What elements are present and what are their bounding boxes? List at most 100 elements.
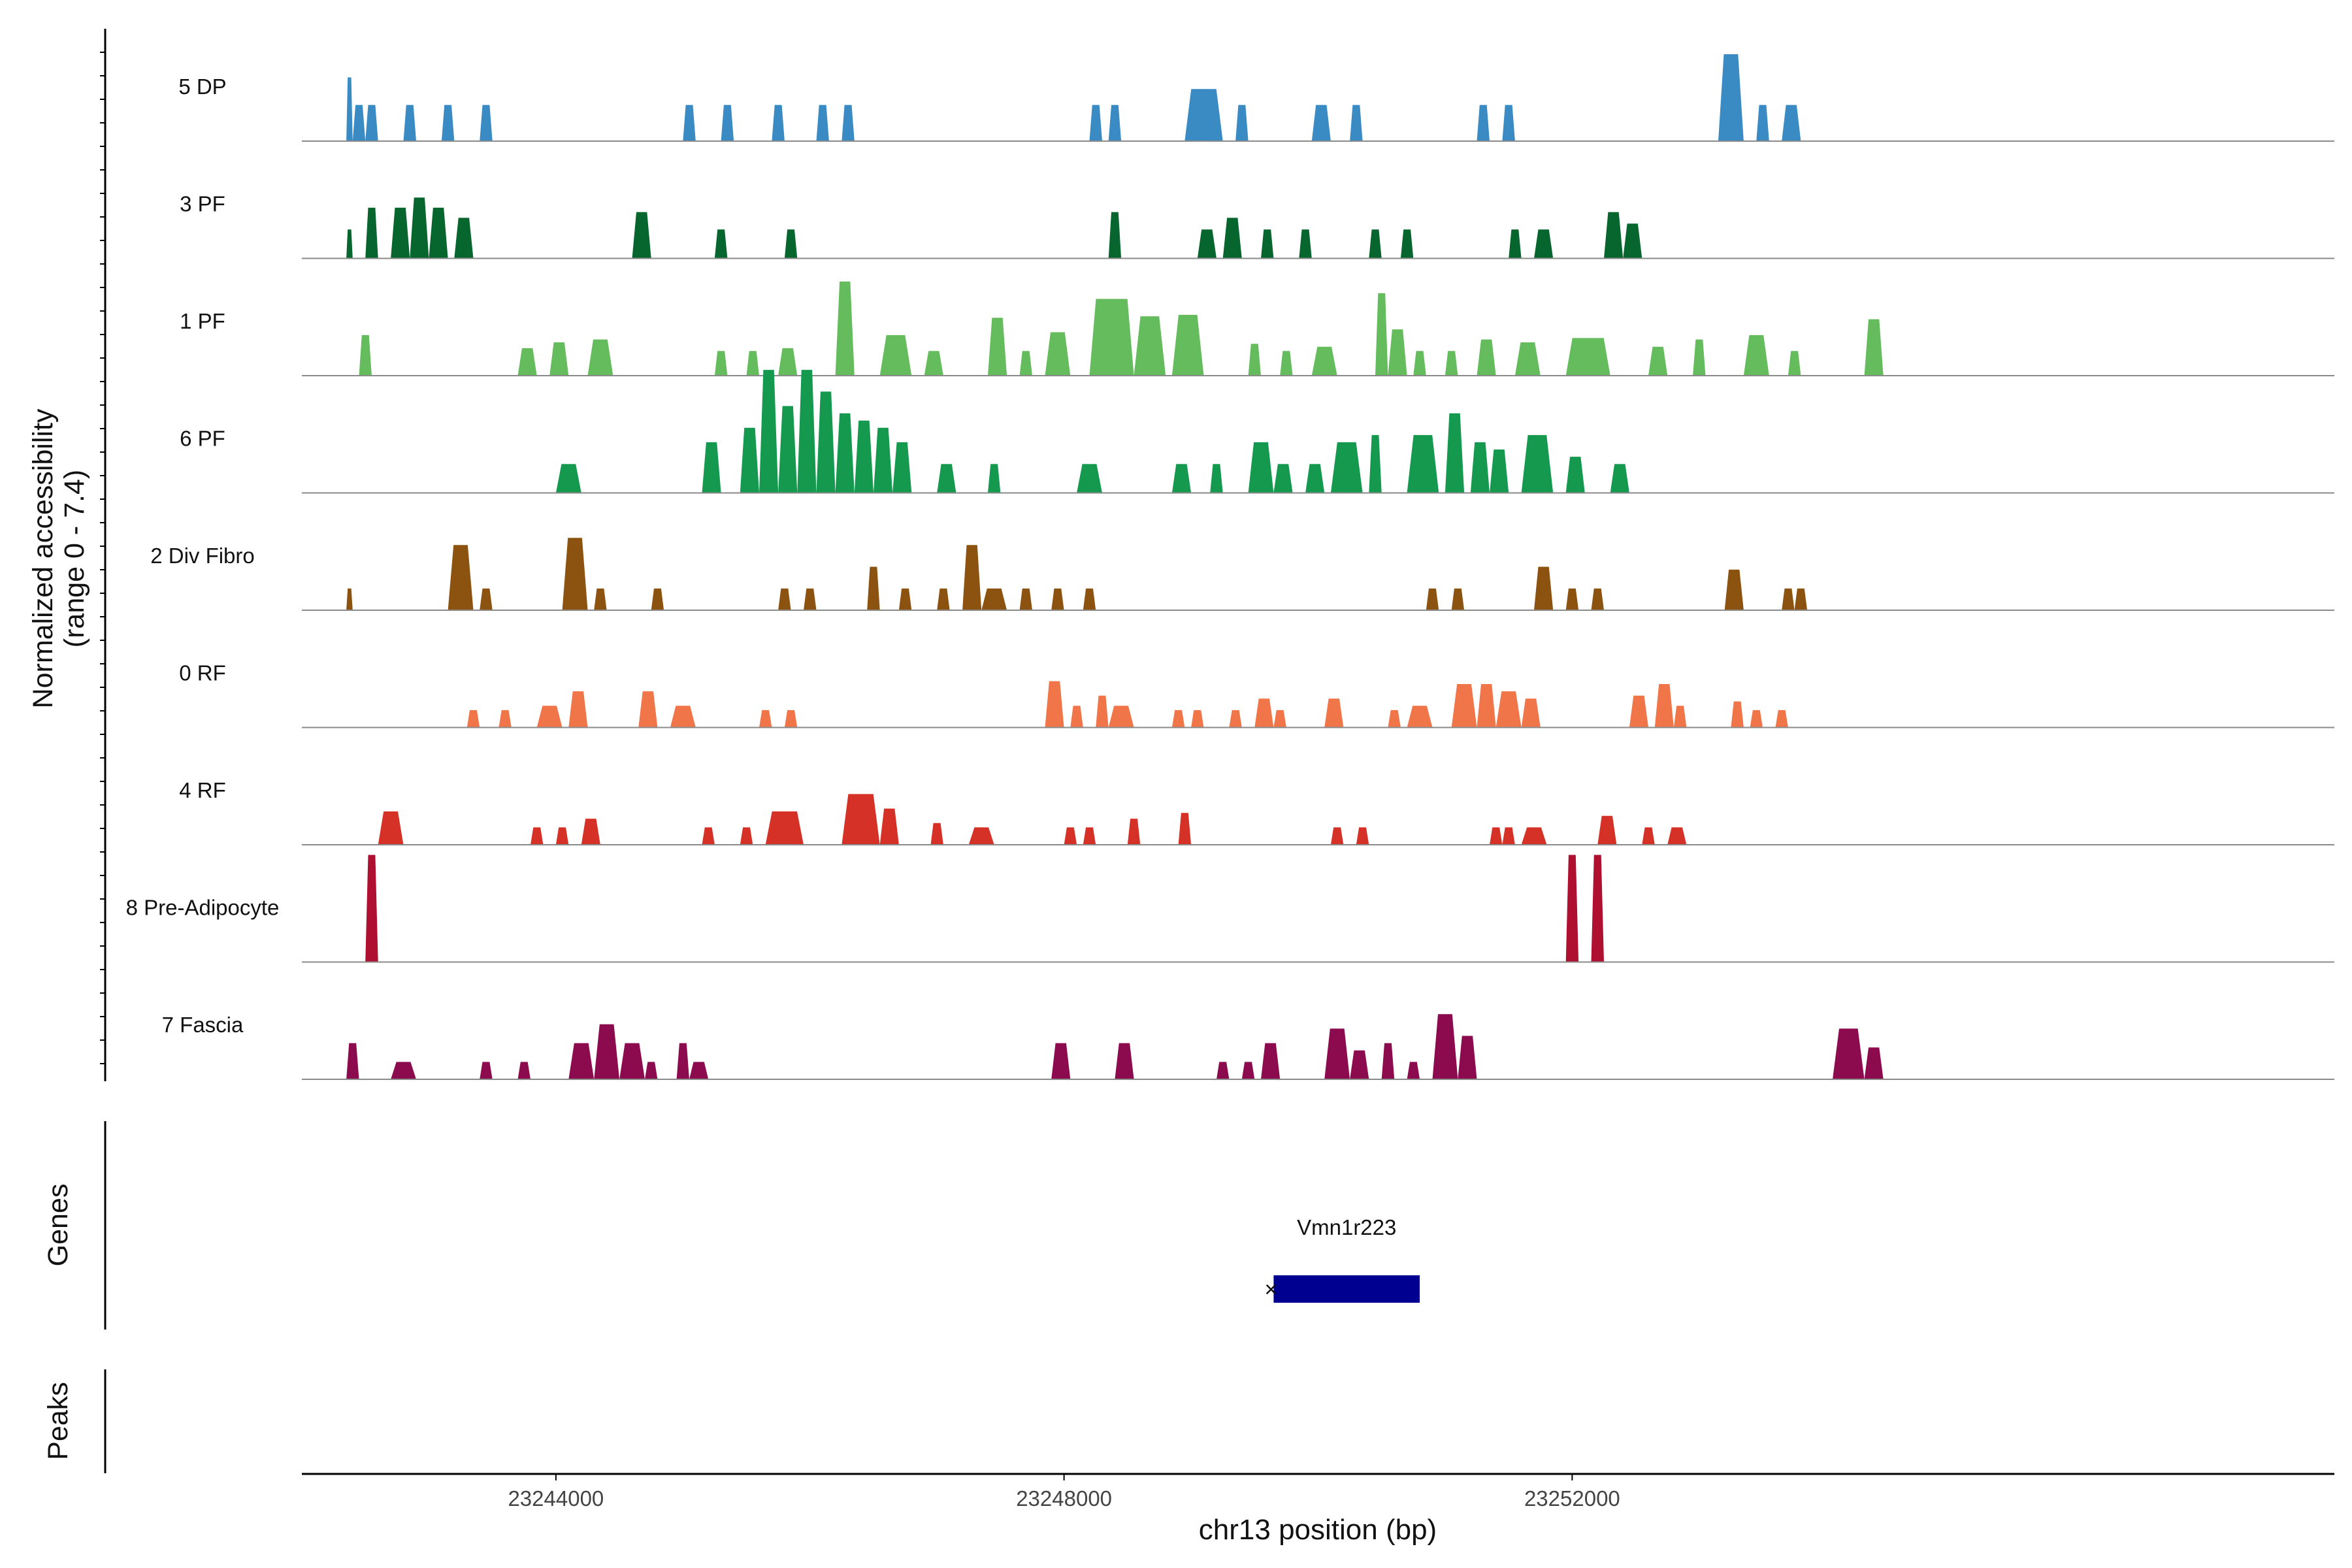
coverage-peak	[1083, 588, 1096, 610]
coverage-peak	[1750, 710, 1763, 728]
x-axis-ticks: 23244000 23248000 23252000	[508, 1474, 1620, 1511]
coverage-peak	[740, 427, 759, 493]
coverage-peak	[683, 105, 696, 141]
coverage-peak	[1217, 1062, 1230, 1079]
coverage-peak	[1400, 229, 1414, 259]
coverage-peak	[816, 105, 829, 141]
coverage-peak	[759, 710, 772, 728]
coverage-peak	[1261, 1043, 1281, 1079]
coverage-peak	[784, 229, 798, 259]
coverage-peak	[1407, 1062, 1420, 1079]
coverage-peak	[1794, 588, 1808, 610]
coverage-peak	[841, 794, 880, 845]
coverage-peak	[1369, 434, 1382, 493]
track-5-dp: 5 DP	[178, 54, 2334, 142]
coverage-peak	[346, 588, 353, 610]
coverage-peak	[1458, 1036, 1477, 1079]
track-label: 6 PF	[180, 427, 225, 451]
coverage-peak	[778, 406, 798, 493]
coverage-peak	[1171, 314, 1204, 376]
coverage-peak	[1019, 351, 1032, 376]
coverage-peak	[835, 281, 855, 376]
coverage-peak	[879, 808, 899, 845]
coverage-peak	[1375, 293, 1388, 376]
coverage-peak	[1311, 105, 1331, 141]
coverage-peak	[1502, 105, 1515, 141]
coverage-peak	[1356, 827, 1369, 845]
coverage-peak	[1718, 54, 1744, 141]
coverage-peak	[1477, 684, 1496, 728]
coverage-peak	[1311, 346, 1337, 376]
coverage-peak	[594, 1024, 620, 1079]
coverage-peak	[1324, 698, 1344, 728]
coverage-peak	[1330, 442, 1363, 493]
coverage-peak	[1210, 464, 1223, 493]
coverage-peak	[568, 1043, 595, 1079]
coverage-peak	[702, 827, 715, 845]
coverage-peak	[454, 218, 474, 259]
coverage-peak	[1426, 588, 1439, 610]
coverage-peak	[1171, 464, 1192, 493]
coverage-peak	[1756, 105, 1769, 141]
coverage-peak	[346, 77, 353, 141]
coverage-peak	[784, 710, 798, 728]
track-label: 2 Div Fibro	[150, 544, 255, 568]
coverage-peak	[1089, 105, 1102, 141]
peaks-panel: Peaks	[42, 1369, 106, 1473]
track-8-pre-adipocyte: 8 Pre-Adipocyte	[126, 855, 2334, 963]
coverage-peak	[536, 706, 563, 728]
coverage-peak	[714, 229, 728, 259]
coverage-peak	[714, 351, 728, 376]
coverage-peak	[1235, 105, 1249, 141]
coverage-peak	[632, 212, 651, 259]
coverage-peak	[517, 348, 537, 376]
coverage-peak	[594, 588, 607, 610]
coverage-peak	[854, 420, 874, 493]
coverage-peak	[797, 370, 817, 493]
coverage-peak	[1388, 710, 1401, 728]
coverage-peak	[1229, 710, 1242, 728]
coverage-peak	[670, 706, 696, 728]
coverage-peak	[1604, 212, 1624, 259]
coverage-peak	[1051, 1043, 1071, 1079]
coverage-peak	[892, 442, 912, 493]
coverage-peak	[1388, 329, 1407, 376]
coverage-peak	[651, 588, 664, 610]
coverage-peak	[638, 691, 658, 728]
coverage-peak	[1490, 827, 1503, 845]
coverage-peak	[1565, 338, 1610, 376]
coverage-peak	[1197, 229, 1217, 259]
coverage-peak	[1045, 681, 1064, 728]
coverage-peak	[1077, 464, 1102, 493]
coverage-peak	[1451, 588, 1465, 610]
coverage-peak	[1597, 815, 1617, 845]
coverage-peak	[555, 464, 581, 493]
coverage-peak	[568, 691, 588, 728]
gene-body	[1273, 1275, 1420, 1303]
track-3-pf: 3 PF	[180, 192, 2334, 259]
coverage-peak	[378, 811, 404, 845]
track-2-div-fibro: 2 Div Fibro	[150, 538, 2334, 611]
coverage-peak	[1248, 344, 1261, 376]
coverage-peak	[1019, 588, 1032, 610]
track-label: 1 PF	[180, 309, 225, 333]
coverage-peak	[1350, 1050, 1369, 1079]
coverage-peak	[1514, 342, 1541, 376]
coverage-peak	[1273, 710, 1286, 728]
genes-panel-label: Genes	[42, 1184, 74, 1267]
coverage-peak	[562, 538, 588, 610]
coverage-peak	[1045, 332, 1071, 376]
coverage-peak	[1134, 316, 1166, 376]
coverage-peak	[346, 229, 353, 259]
coverage-peak	[1407, 434, 1439, 493]
coverage-peak	[1534, 566, 1554, 610]
y-axis-title-line1: Normalized accessibility	[27, 408, 59, 708]
coverage-peak	[1273, 464, 1293, 493]
coverage-peak	[988, 318, 1007, 376]
coverage-peak	[1591, 855, 1604, 962]
coverage-peak	[1241, 1062, 1255, 1079]
coverage-peak	[359, 335, 372, 376]
coverage-peak	[1305, 464, 1325, 493]
coverage-peak	[968, 827, 994, 845]
